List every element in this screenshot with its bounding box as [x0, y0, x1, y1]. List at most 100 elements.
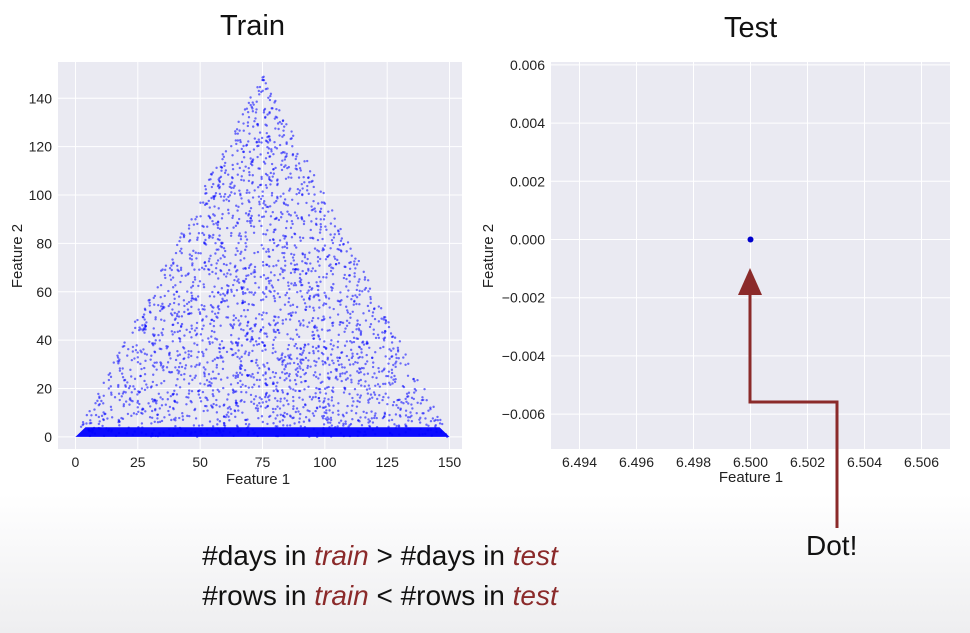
- train-point: [325, 409, 328, 412]
- train-point: [286, 210, 289, 213]
- train-point: [265, 295, 268, 299]
- train-point: [177, 370, 181, 373]
- train-y-tick-label: 40: [36, 332, 52, 348]
- train-point: [231, 216, 234, 220]
- train-point: [234, 132, 237, 135]
- train-point: [193, 276, 197, 279]
- train-point: [266, 422, 269, 426]
- train-point: [351, 355, 354, 358]
- train-point: [88, 434, 92, 438]
- train-point: [110, 416, 114, 419]
- train-point: [251, 174, 254, 177]
- train-point: [198, 280, 202, 283]
- train-point: [321, 360, 324, 363]
- train-point: [371, 356, 374, 360]
- train-point: [302, 298, 306, 301]
- train-point: [314, 210, 317, 213]
- train-point: [265, 186, 268, 189]
- test-x-axis-label: Feature 1: [719, 469, 783, 486]
- train-point: [226, 398, 229, 401]
- train-point: [149, 435, 153, 438]
- train-point: [134, 326, 137, 330]
- train-point: [253, 189, 256, 192]
- train-point: [294, 389, 297, 392]
- train-point: [353, 275, 356, 278]
- train-point: [272, 389, 275, 393]
- train-point: [251, 196, 255, 199]
- train-point: [345, 411, 348, 415]
- train-point: [212, 402, 215, 406]
- train-point: [312, 349, 315, 353]
- train-point: [359, 416, 362, 419]
- train-point: [151, 400, 155, 403]
- train-point: [329, 435, 333, 438]
- train-point: [270, 284, 274, 287]
- train-point: [187, 349, 190, 353]
- train-point: [209, 178, 212, 181]
- train-point: [377, 305, 381, 308]
- train-point: [402, 356, 405, 359]
- train-point: [357, 280, 360, 283]
- train-point: [275, 199, 278, 203]
- train-point: [266, 395, 270, 399]
- train-point: [282, 424, 285, 427]
- train-point: [273, 299, 277, 303]
- train-point: [211, 425, 215, 428]
- train-point: [245, 426, 249, 430]
- train-point: [216, 226, 220, 230]
- train-point: [161, 307, 165, 310]
- train-point: [267, 255, 270, 258]
- train-point: [211, 370, 215, 373]
- train-point: [395, 424, 398, 428]
- train-point: [377, 336, 381, 340]
- train-point: [274, 434, 278, 438]
- train-point: [206, 409, 209, 412]
- train-point: [216, 259, 220, 262]
- train-point: [222, 299, 225, 302]
- train-point: [166, 391, 169, 394]
- train-y-tick-label: 140: [29, 90, 53, 106]
- train-point: [234, 352, 237, 355]
- train-point: [299, 425, 303, 428]
- train-point: [279, 308, 282, 311]
- train-point: [252, 148, 256, 151]
- train-point: [410, 420, 414, 423]
- train-point: [316, 288, 320, 292]
- train-point: [275, 264, 278, 267]
- train-point: [240, 373, 244, 376]
- train-point: [319, 190, 322, 193]
- train-x-tick-label: 125: [376, 454, 400, 470]
- train-point: [302, 420, 306, 423]
- train-point: [219, 257, 222, 260]
- train-point: [355, 328, 358, 331]
- train-point: [240, 175, 243, 178]
- train-point: [184, 274, 187, 277]
- train-point: [223, 161, 227, 165]
- train-point: [216, 418, 219, 421]
- train-point: [278, 420, 282, 423]
- train-point: [199, 215, 202, 218]
- train-point: [174, 358, 178, 362]
- train-point: [368, 425, 372, 429]
- train-point: [310, 205, 313, 208]
- train-point: [247, 386, 251, 389]
- train-point: [168, 274, 172, 277]
- train-point: [258, 85, 262, 89]
- train-point: [299, 347, 302, 350]
- train-point: [298, 396, 301, 399]
- train-point: [262, 202, 265, 205]
- train-point: [185, 328, 188, 331]
- train-point: [110, 393, 113, 396]
- train-point: [199, 333, 203, 336]
- train-point: [296, 152, 299, 156]
- train-point: [352, 400, 355, 403]
- train-point: [418, 433, 421, 436]
- train-point: [283, 372, 287, 375]
- train-point: [343, 265, 346, 268]
- train-point: [246, 324, 249, 327]
- train-point: [367, 290, 370, 293]
- train-point: [308, 251, 311, 254]
- train-point: [269, 92, 273, 96]
- train-point: [87, 428, 91, 431]
- train-point: [131, 433, 135, 437]
